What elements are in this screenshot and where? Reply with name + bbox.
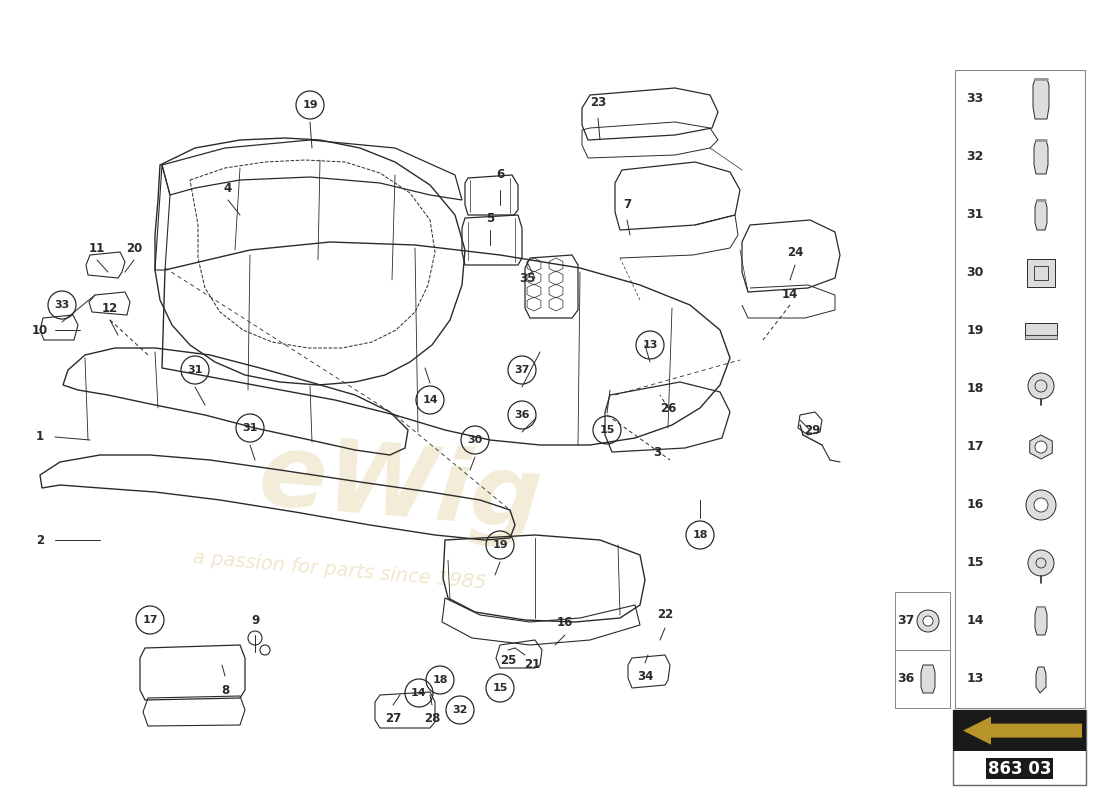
Text: 17: 17 (966, 441, 983, 454)
Text: 35: 35 (519, 271, 536, 285)
Text: 31: 31 (966, 209, 983, 222)
Text: 30: 30 (966, 266, 983, 279)
Text: 37: 37 (898, 614, 915, 627)
Text: 36: 36 (898, 673, 914, 686)
Text: 18: 18 (432, 675, 448, 685)
FancyBboxPatch shape (955, 70, 1085, 708)
Text: 31: 31 (242, 423, 257, 433)
Text: 21: 21 (524, 658, 540, 671)
Text: a passion for parts since 1985: a passion for parts since 1985 (192, 548, 487, 592)
Text: 9: 9 (251, 614, 260, 626)
Text: 2: 2 (36, 534, 44, 546)
Text: 25: 25 (499, 654, 516, 666)
Circle shape (917, 610, 939, 632)
Text: 13: 13 (642, 340, 658, 350)
Polygon shape (962, 717, 1082, 745)
Polygon shape (1027, 259, 1055, 287)
Circle shape (1028, 373, 1054, 399)
Text: 863 03: 863 03 (988, 759, 1052, 778)
FancyBboxPatch shape (953, 710, 1086, 785)
Text: 12: 12 (102, 302, 118, 314)
Polygon shape (1034, 140, 1048, 174)
Text: 8: 8 (221, 683, 229, 697)
Text: 37: 37 (515, 365, 530, 375)
Text: 36: 36 (515, 410, 530, 420)
Circle shape (1035, 441, 1047, 453)
Text: 15: 15 (966, 557, 983, 570)
Circle shape (1034, 498, 1048, 512)
Text: 15: 15 (600, 425, 615, 435)
Text: 19: 19 (302, 100, 318, 110)
Text: 22: 22 (657, 609, 673, 622)
Polygon shape (1035, 200, 1047, 230)
Text: 18: 18 (966, 382, 983, 395)
Text: 24: 24 (786, 246, 803, 259)
Text: 28: 28 (424, 711, 440, 725)
Text: 32: 32 (966, 150, 983, 163)
Text: 31: 31 (187, 365, 202, 375)
Text: 14: 14 (422, 395, 438, 405)
Text: 19: 19 (492, 540, 508, 550)
Text: 16: 16 (557, 615, 573, 629)
Text: 14: 14 (782, 289, 799, 302)
Polygon shape (1035, 607, 1047, 635)
Text: 11: 11 (89, 242, 106, 254)
Text: 10: 10 (32, 323, 48, 337)
Text: 14: 14 (966, 614, 983, 627)
Text: 3: 3 (653, 446, 661, 458)
Polygon shape (1036, 667, 1046, 693)
Text: 14: 14 (411, 688, 427, 698)
Text: eWig: eWig (254, 429, 546, 551)
Polygon shape (921, 665, 935, 693)
Circle shape (1028, 550, 1054, 576)
Polygon shape (1033, 79, 1049, 119)
Text: 13: 13 (966, 673, 983, 686)
Text: 29: 29 (804, 423, 821, 437)
Text: 6: 6 (496, 169, 504, 182)
Text: 1: 1 (36, 430, 44, 443)
Text: 17: 17 (142, 615, 157, 625)
Text: 7: 7 (623, 198, 631, 211)
Text: 18: 18 (692, 530, 707, 540)
Text: 16: 16 (966, 498, 983, 511)
Text: 5: 5 (486, 211, 494, 225)
Text: 4: 4 (224, 182, 232, 194)
Polygon shape (1025, 323, 1057, 335)
Polygon shape (1025, 335, 1057, 339)
Text: 23: 23 (590, 97, 606, 110)
Text: 32: 32 (452, 705, 468, 715)
Text: 20: 20 (125, 242, 142, 254)
Text: 27: 27 (385, 711, 402, 725)
Text: 34: 34 (637, 670, 653, 683)
Circle shape (1026, 490, 1056, 520)
Circle shape (923, 616, 933, 626)
Polygon shape (1030, 435, 1053, 459)
Text: 26: 26 (660, 402, 676, 414)
Text: 33: 33 (967, 93, 983, 106)
Text: 33: 33 (54, 300, 69, 310)
Text: 30: 30 (468, 435, 483, 445)
Text: 19: 19 (966, 325, 983, 338)
FancyBboxPatch shape (953, 710, 1086, 751)
FancyBboxPatch shape (895, 592, 950, 650)
Text: 15: 15 (493, 683, 508, 693)
FancyBboxPatch shape (895, 650, 950, 708)
